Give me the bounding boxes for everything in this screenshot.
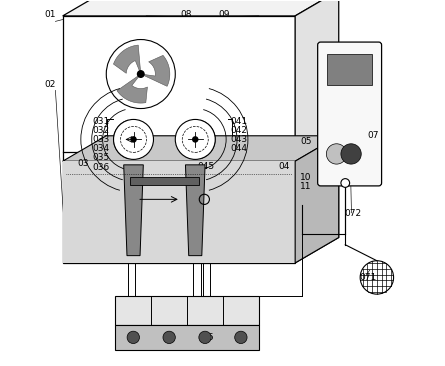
Text: 036: 036 [92,163,109,172]
Text: 041: 041 [230,117,247,126]
Text: 071: 071 [359,273,376,282]
Circle shape [113,119,154,159]
Polygon shape [295,0,339,263]
Text: 11: 11 [300,182,312,191]
Text: 032: 032 [92,126,109,135]
Text: 033: 033 [92,135,109,144]
Text: 043: 043 [230,135,247,144]
Bar [115,325,259,350]
Text: 035: 035 [92,153,109,162]
Text: 045: 045 [198,162,215,171]
Text: 031: 031 [92,117,109,126]
Circle shape [127,331,139,344]
Circle shape [341,144,361,164]
Bar [115,296,259,325]
Text: 09: 09 [218,10,230,19]
FancyBboxPatch shape [318,42,382,186]
Text: 10: 10 [300,173,312,182]
Circle shape [163,331,175,344]
Polygon shape [186,165,205,255]
Polygon shape [295,136,339,263]
Polygon shape [117,74,147,103]
Polygon shape [63,161,295,263]
Bar [327,54,372,85]
Text: 06: 06 [202,333,214,342]
Circle shape [326,144,347,164]
Polygon shape [141,55,170,86]
Circle shape [193,137,198,142]
Circle shape [341,179,350,187]
Text: 05: 05 [300,137,312,146]
Circle shape [199,331,211,344]
Polygon shape [63,136,339,161]
Text: 04: 04 [279,162,290,171]
Circle shape [131,137,136,142]
Polygon shape [63,0,339,16]
Text: 07: 07 [368,131,379,140]
Text: 08: 08 [180,10,192,19]
Text: 072: 072 [345,209,362,219]
Text: 01: 01 [44,10,56,19]
Circle shape [138,71,144,77]
Text: 03: 03 [77,158,89,168]
Polygon shape [113,45,141,74]
Polygon shape [124,165,143,255]
Text: 034: 034 [92,144,109,153]
Bar [130,177,199,185]
Text: 042: 042 [231,126,247,135]
Circle shape [235,331,247,344]
Circle shape [175,119,215,159]
Text: 02: 02 [44,81,56,89]
Text: 044: 044 [231,144,247,153]
